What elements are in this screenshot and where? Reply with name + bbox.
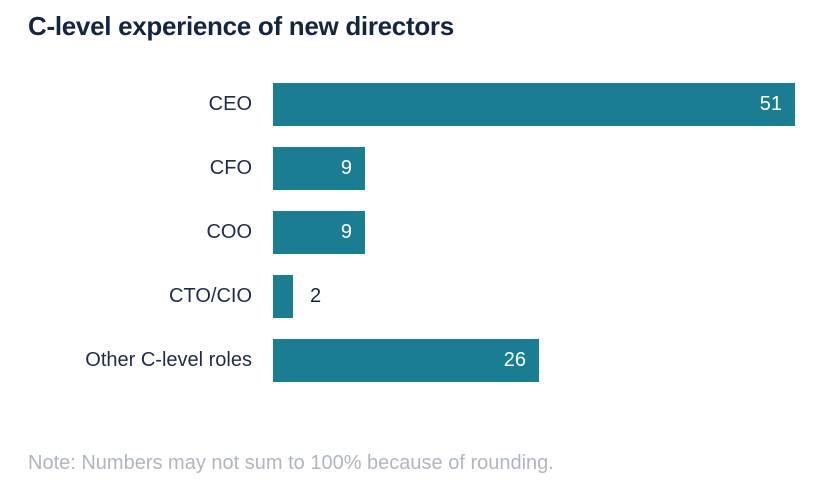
category-label: CEO xyxy=(208,93,252,115)
chart-row: CEO 51 xyxy=(28,83,818,126)
bar-track: 51 xyxy=(273,83,818,126)
bar-coo: 9 xyxy=(273,211,365,254)
bar-value-label: 2 xyxy=(310,285,322,307)
chart-row: Other C-level roles 26 xyxy=(28,339,818,382)
chart-note: Note: Numbers may not sum to 100% becaus… xyxy=(28,452,554,474)
chart-row: CFO 9 xyxy=(28,147,818,190)
bar-chart: CEO 51 CFO 9 COO 9 CTO/CIO 2 Other C-level roles… xyxy=(28,83,818,403)
category-label: CTO/CIO xyxy=(169,285,252,307)
bar-track: 2 xyxy=(273,275,818,318)
bar-value-label: 9 xyxy=(340,157,352,179)
category-label: Other C-level roles xyxy=(85,349,252,371)
bar-value-label: 26 xyxy=(503,349,526,371)
bar-track: 26 xyxy=(273,339,818,382)
bar-cfo: 9 xyxy=(273,147,365,190)
category-label: COO xyxy=(206,221,252,243)
bar-value-label: 9 xyxy=(340,221,352,243)
chart-row: CTO/CIO 2 xyxy=(28,275,818,318)
bar-other-c-level-roles: 26 xyxy=(273,339,539,382)
bar-value-label: 51 xyxy=(759,93,782,115)
chart-title: C-level experience of new directors xyxy=(28,11,454,41)
category-label: CFO xyxy=(209,157,252,179)
bar-ceo: 51 xyxy=(273,83,795,126)
chart-row: COO 9 xyxy=(28,211,818,254)
bar-cto-cio xyxy=(273,275,293,318)
bar-track: 9 xyxy=(273,147,818,190)
bar-track: 9 xyxy=(273,211,818,254)
